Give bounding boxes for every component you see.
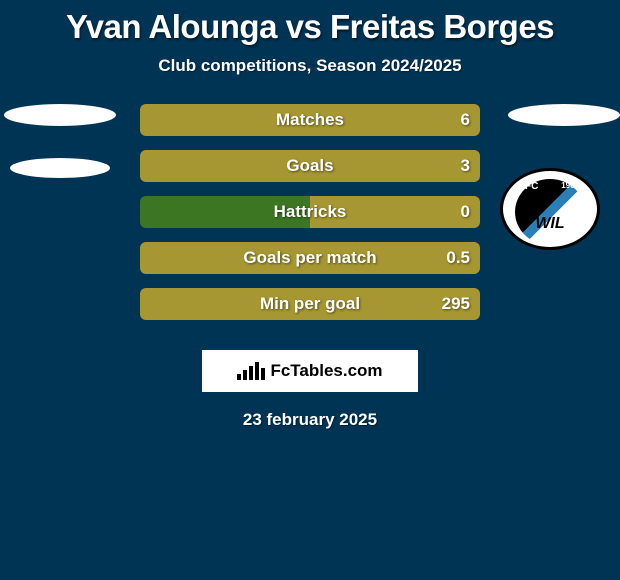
comparison-title: Yvan Alounga vs Freitas Borges	[0, 0, 620, 46]
stat-label: Matches	[140, 104, 480, 136]
club-logo-name: WIL	[503, 215, 597, 233]
club-logo-year: 1900	[561, 181, 579, 190]
stat-row: Goals per match0.5	[140, 242, 480, 274]
stat-row: Hattricks0	[140, 196, 480, 228]
stat-value-right: 3	[461, 150, 470, 182]
stat-value-right: 295	[442, 288, 470, 320]
stat-label: Hattricks	[140, 196, 480, 228]
stat-value-right: 0	[461, 196, 470, 228]
stat-row: Matches6	[140, 104, 480, 136]
player-avatar-placeholder	[508, 104, 620, 126]
right-player-col: FC 1900 WIL	[500, 104, 620, 250]
stat-row: Min per goal295	[140, 288, 480, 320]
club-logo: FC 1900 WIL	[500, 168, 600, 250]
stat-label: Goals	[140, 150, 480, 182]
stat-label: Min per goal	[140, 288, 480, 320]
snapshot-date: 23 february 2025	[0, 410, 620, 430]
brand-text: FcTables.com	[270, 361, 382, 381]
stat-value-right: 0.5	[446, 242, 470, 274]
comparison-bars: Matches6Goals3Hattricks0Goals per match0…	[140, 104, 480, 320]
stat-value-right: 6	[461, 104, 470, 136]
left-player-col	[4, 104, 120, 210]
comparison-content: Matches6Goals3Hattricks0Goals per match0…	[0, 104, 620, 320]
stat-label: Goals per match	[140, 242, 480, 274]
bar-chart-icon	[237, 362, 265, 380]
comparison-subtitle: Club competitions, Season 2024/2025	[0, 56, 620, 76]
club-logo-abbr: FC	[525, 181, 538, 192]
player-avatar-placeholder	[10, 158, 110, 178]
player-avatar-placeholder	[4, 104, 116, 126]
stat-row: Goals3	[140, 150, 480, 182]
brand-logo: FcTables.com	[202, 350, 418, 392]
